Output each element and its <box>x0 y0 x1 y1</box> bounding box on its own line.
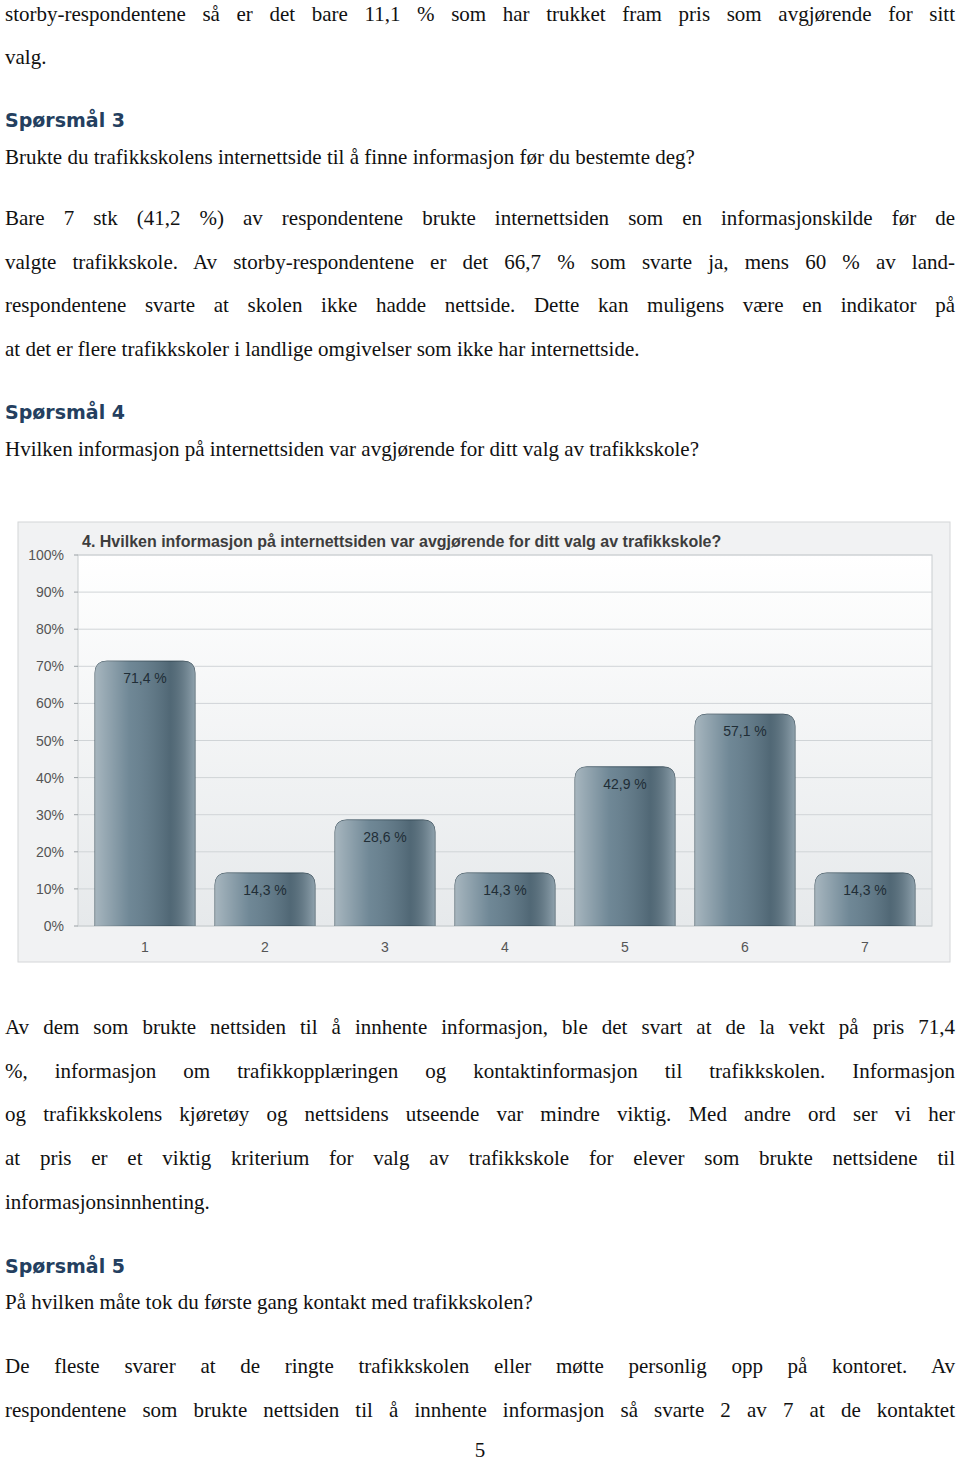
bar <box>695 714 795 926</box>
bar <box>335 820 435 926</box>
question: Hvilken informasjon på internettsiden va… <box>5 437 955 461</box>
category-label: 4 <box>501 939 509 955</box>
text-line: at det er flere trafikkskoler i landlige… <box>5 337 955 361</box>
tick-mark <box>74 777 78 778</box>
tick-label: 80% <box>36 621 64 637</box>
tick-mark <box>74 703 78 704</box>
tick-label: 0% <box>44 918 64 934</box>
chart-title: 4. Hvilken informasjon på internettsiden… <box>82 533 721 550</box>
bar-shade <box>215 873 315 926</box>
tick-label: 90% <box>36 584 64 600</box>
bar-shade <box>95 661 195 926</box>
data-label: 14,3 % <box>243 882 287 898</box>
data-label: 14,3 % <box>843 882 887 898</box>
text-line: respondentene svarte at skolen ikke hadd… <box>5 293 955 317</box>
chart: 4. Hvilken informasjon på internettsiden… <box>0 0 960 1462</box>
text-line: Bare 7 stk (41,2 %) av respondentene bru… <box>5 206 955 230</box>
tick-mark <box>74 814 78 815</box>
bar <box>215 873 315 926</box>
text-line: storby-respondentene så er det bare 11,1… <box>5 2 955 26</box>
category-label: 6 <box>741 939 749 955</box>
text-line: Av dem som brukte nettsiden til å innhen… <box>5 1015 955 1039</box>
grid-line <box>78 703 932 704</box>
tick-label: 10% <box>36 881 64 897</box>
tick-mark <box>74 888 78 889</box>
text-line: De fleste svarer at de ringte trafikksko… <box>5 1354 955 1378</box>
bar-shade <box>455 873 555 926</box>
data-label: 71,4 % <box>123 670 167 686</box>
grid-line <box>78 555 932 556</box>
tick-label: 40% <box>36 770 64 786</box>
question: Brukte du trafikkskolens internettside t… <box>5 145 955 169</box>
category-label: 1 <box>141 939 149 955</box>
plot-area <box>78 555 932 926</box>
tick-mark <box>74 629 78 630</box>
heading: Spørsmål 4 <box>5 400 125 424</box>
grid-line <box>78 629 932 630</box>
tick-mark <box>74 926 78 927</box>
text-line: %, informasjon om trafikkopplæringen og … <box>5 1059 955 1083</box>
text-line: informasjonsinnhenting. <box>5 1190 955 1214</box>
tick-label: 70% <box>36 658 64 674</box>
data-label: 42,9 % <box>603 776 647 792</box>
page: {"page": { "intro_lines": ["storby-respo… <box>0 0 960 1462</box>
data-label: 14,3 % <box>483 882 527 898</box>
bar <box>455 873 555 926</box>
text-line: valgte trafikkskole. Av storby-responden… <box>5 250 955 274</box>
grid-line <box>78 592 932 593</box>
grid-line <box>78 666 932 667</box>
grid-line <box>78 814 932 815</box>
category-label: 7 <box>861 939 869 955</box>
bar <box>95 661 195 926</box>
tick-mark <box>74 666 78 667</box>
grid-line <box>78 777 932 778</box>
tick-label: 100% <box>28 547 64 563</box>
category-label: 2 <box>261 939 269 955</box>
text-line: og trafikkskolens kjøretøy og nettsidens… <box>5 1102 955 1126</box>
bar-shade <box>695 714 795 926</box>
tick-label: 20% <box>36 844 64 860</box>
text-line: at pris er et viktig kriterium for valg … <box>5 1146 955 1170</box>
page-number: 5 <box>0 1438 960 1462</box>
chart-frame <box>18 522 950 962</box>
heading: Spørsmål 3 <box>5 108 125 132</box>
tick-mark <box>74 592 78 593</box>
question: På hvilken måte tok du første gang konta… <box>5 1290 955 1314</box>
tick-label: 50% <box>36 733 64 749</box>
tick-mark <box>74 555 78 556</box>
tick-label: 30% <box>36 807 64 823</box>
tick-mark <box>74 851 78 852</box>
data-label: 28,6 % <box>363 829 407 845</box>
text-line: valg. <box>5 45 955 69</box>
bar <box>575 767 675 926</box>
bar-shade <box>575 767 675 926</box>
bar-shade <box>815 873 915 926</box>
category-label: 5 <box>621 939 629 955</box>
bar-shade <box>335 820 435 926</box>
tick-label: 60% <box>36 695 64 711</box>
category-label: 3 <box>381 939 389 955</box>
data-label: 57,1 % <box>723 723 767 739</box>
tick-mark <box>74 740 78 741</box>
text-line: respondentene som brukte nettsiden til å… <box>5 1398 955 1422</box>
bars <box>95 661 915 926</box>
bar <box>815 873 915 926</box>
labels: 1 71,4 % 2 14,3 % 3 28,6 % 4 14,3 % 5 42,9 % 6 57,1… <box>123 670 887 955</box>
grid-line <box>78 851 932 852</box>
grid-line <box>78 740 932 741</box>
heading: Spørsmål 5 <box>5 1254 125 1278</box>
